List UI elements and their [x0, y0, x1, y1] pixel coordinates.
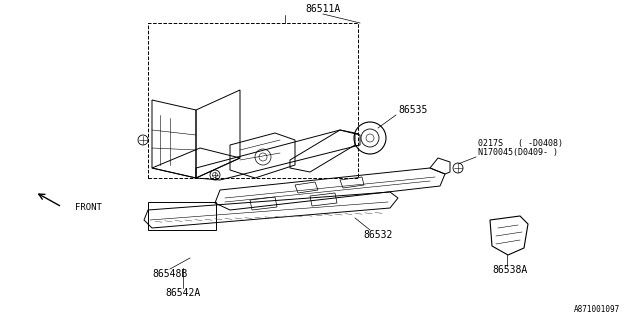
Bar: [148, 202, 216, 230]
Text: 86535: 86535: [398, 105, 428, 115]
Text: 86532: 86532: [364, 230, 393, 240]
Text: 86548B: 86548B: [152, 269, 188, 279]
Text: FRONT: FRONT: [75, 204, 102, 212]
Text: A871001097: A871001097: [573, 306, 620, 315]
Text: 86538A: 86538A: [492, 265, 527, 275]
Text: 86542A: 86542A: [165, 288, 200, 298]
Text: 0217S   ( -D0408): 0217S ( -D0408): [478, 139, 563, 148]
Text: 86511A: 86511A: [305, 4, 340, 14]
Bar: [148, 23, 358, 178]
Text: N170045(D0409- ): N170045(D0409- ): [478, 148, 558, 156]
